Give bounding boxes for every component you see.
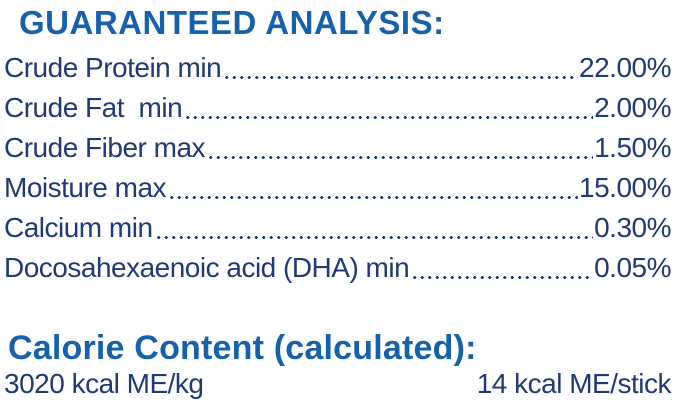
calorie-right-value: 14 kcal ME/stick <box>476 368 672 399</box>
analysis-row-value: 2.00% <box>594 92 671 123</box>
analysis-row-crude-fat: Crude Fat min 2.00% <box>4 85 671 125</box>
dot-leader <box>411 275 594 279</box>
guaranteed-analysis-table: Crude Protein min 22.00% Crude Fat min 2… <box>0 41 679 285</box>
analysis-row-value: 22.00% <box>579 52 671 83</box>
analysis-row-value: 0.30% <box>594 212 671 243</box>
calorie-left-value: 3020 kcal ME/kg <box>4 368 204 399</box>
analysis-row-value: 1.50% <box>594 132 671 163</box>
analysis-row-moisture: Moisture max 15.00% <box>4 165 671 205</box>
analysis-row-value: 0.05% <box>594 252 671 283</box>
dot-leader <box>154 235 594 239</box>
analysis-row-dha: Docosahexaenoic acid (DHA) min 0.05% <box>4 245 671 285</box>
dot-leader <box>184 115 594 119</box>
calorie-content-values: 3020 kcal ME/kg 14 kcal ME/stick <box>0 367 679 400</box>
analysis-row-calcium: Calcium min 0.30% <box>4 205 671 245</box>
analysis-row-label: Crude Fat min <box>4 92 183 123</box>
analysis-row-label: Crude Fiber max <box>4 132 206 163</box>
analysis-row-label: Moisture max <box>4 172 167 203</box>
analysis-row-label: Docosahexaenoic acid (DHA) min <box>4 252 410 283</box>
analysis-row-crude-protein: Crude Protein min 22.00% <box>4 45 671 85</box>
analysis-row-value: 15.00% <box>579 172 671 203</box>
guaranteed-analysis-title: GUARANTEED ANALYSIS: <box>19 4 445 41</box>
dot-leader <box>207 155 594 159</box>
analysis-row-label: Crude Protein min <box>4 52 222 83</box>
analysis-row-label: Calcium min <box>4 212 153 243</box>
dot-leader <box>168 195 579 199</box>
dot-leader <box>223 75 579 79</box>
calorie-content-title: Calorie Content (calculated): <box>8 329 477 367</box>
analysis-row-crude-fiber: Crude Fiber max 1.50% <box>4 125 671 165</box>
